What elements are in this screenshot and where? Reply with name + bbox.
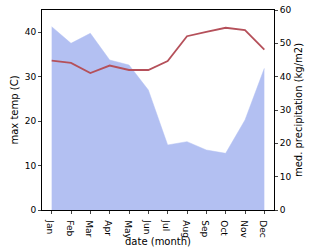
svg-text:40: 40 (25, 27, 37, 37)
svg-text:20: 20 (25, 116, 37, 126)
svg-text:0: 0 (30, 205, 36, 215)
svg-text:30: 30 (25, 72, 37, 82)
svg-text:date (month): date (month) (125, 236, 191, 247)
svg-text:May: May (123, 220, 133, 239)
svg-text:20: 20 (280, 138, 292, 148)
svg-text:Feb: Feb (65, 220, 75, 236)
svg-text:30: 30 (280, 105, 292, 115)
svg-text:40: 40 (280, 72, 292, 82)
svg-text:60: 60 (280, 5, 292, 15)
svg-text:Jul: Jul (161, 219, 171, 231)
svg-text:0: 0 (280, 205, 286, 215)
svg-text:Dec: Dec (258, 220, 268, 237)
svg-text:Oct: Oct (219, 220, 229, 236)
svg-text:Nov: Nov (239, 220, 249, 238)
svg-text:med. precipitation (kg/m2): med. precipitation (kg/m2) (293, 43, 304, 177)
svg-text:50: 50 (280, 38, 292, 48)
svg-text:Sep: Sep (200, 220, 210, 237)
svg-text:Jun: Jun (142, 219, 152, 234)
svg-text:max temp (C): max temp (C) (9, 75, 20, 144)
svg-text:Mar: Mar (84, 220, 94, 237)
svg-text:10: 10 (280, 172, 292, 182)
svg-text:Aug: Aug (181, 220, 191, 238)
svg-text:Apr: Apr (103, 220, 113, 236)
svg-text:10: 10 (25, 161, 37, 171)
svg-text:Jan: Jan (45, 219, 55, 234)
